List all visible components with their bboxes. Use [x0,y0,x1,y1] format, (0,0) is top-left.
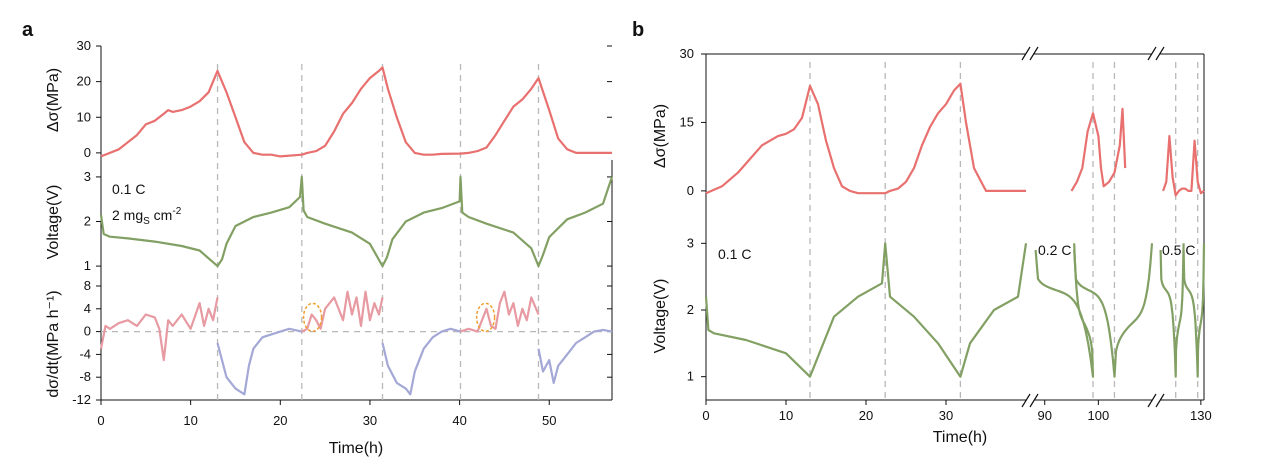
panel-b-voltage-cycle-02c-1 [1034,243,1095,378]
panel-b-voltage-cycle-02c-2 [1073,243,1154,378]
panel-b-stress-series-0-seg-0 [705,82,1026,195]
panel-a-xtick-label-4: 40 [452,413,466,428]
panel-a-rate-series-3 [381,327,461,396]
panel-a-series [99,66,614,396]
panel-a-rate-series-2 [301,290,384,333]
panel-a-voltage-ylabel: Voltage(V) [45,185,62,260]
panel-a-rate-ytick-label-4: 4 [84,301,91,316]
panel-b-xtick-label-3: 30 [939,408,953,423]
panel-b-voltage-series-0-seg-0 [704,242,1028,378]
panel-b-voltage-ytick-label-2: 3 [687,235,694,250]
panel-a-rate-ytick-label-3: 0 [84,324,91,339]
panel-a-stress-ytick-label-3: 30 [77,38,91,53]
panel-b-rate-label-1: 0.2 C [1038,242,1071,258]
panel-b-series [704,82,1206,378]
panel-a-voltage-ytick-label-1: 2 [84,214,91,229]
panel-b-guide-lines [809,62,1199,400]
panel-a-rate-ytick-label-5: 8 [84,278,91,293]
panel-b-xtick-label-2: 20 [859,408,873,423]
panel-b-xlabel: Time(h) [933,429,988,446]
panel-b-stress-ytick-label-2: 30 [680,46,694,61]
panel-a-guide-lines [216,64,540,400]
panel-a-letter: a [22,19,34,41]
panel-a-ticks: 0 10 20 30 40 50 0 10 20 30 1 2 3 -12 -8 -4 0 4 8 [72,38,612,428]
panel-a-rate-ytick-label-2: -4 [79,346,91,361]
panel-a-xlabel: Time(h) [329,440,384,457]
panel-a-loading-note: 2 mgS cm-2 [112,206,182,227]
panel-b: 0 10 20 30 90 100 130 0 15 30 1 2 3 Δσ(MPa) Voltage(… [652,46,1212,446]
panel-b-voltage-ytick-label-1: 2 [687,302,694,317]
panel-b-stress-ylabel: Δσ(MPa) [652,104,669,168]
panel-a-stress-ytick-label-1: 10 [77,109,91,124]
panel-b-stress-series-0-seg-2 [1162,135,1205,197]
panel-a-voltage-series-0 [99,175,614,268]
panel-b-xtick-label-5: 100 [1088,408,1110,423]
panel-a-voltage-ytick-label-0: 1 [84,258,91,273]
panel-a-xtick-label-3: 30 [363,413,377,428]
panel-b-stress-ytick-label-1: 15 [680,114,694,129]
panel-b-letter: b [632,19,644,41]
panel-a-stress-series-0 [100,66,612,158]
panel-b-xtick-label-4: 90 [1037,408,1051,423]
panel-b-ticks: 0 10 20 30 90 100 130 0 15 30 1 2 3 [680,46,1212,423]
panel-b-voltage-ytick-label-0: 1 [687,369,694,384]
panel-a-voltage-ytick-label-2: 3 [84,169,91,184]
panel-a-rate-series-5 [537,328,613,384]
panel-a-stress-ylabel: Δσ(MPa) [45,68,62,132]
panel-b-voltage-cycle-05c-2 [1182,243,1206,378]
panel-b-xtick-label-1: 10 [779,408,793,423]
panel-a-stress-ytick-label-2: 20 [77,74,91,89]
panel-a-stress-ytick-label-0: 0 [84,145,91,160]
panel-b-rate-label-0: 0.1 C [718,246,751,262]
panel-b-stress-ytick-label-0: 0 [687,183,694,198]
panel-a-rate-series-0 [99,297,219,362]
panel-a-highlight-circle-1 [475,302,496,333]
panel-a-xtick-label-0: 0 [97,413,104,428]
panel-b-voltage-ylabel: Voltage(V) [652,279,669,354]
panel-a-xtick-label-5: 50 [542,413,556,428]
panel-a-highlight-circle-0 [302,302,323,333]
panel-b-xtick-label-6: 130 [1190,408,1212,423]
panel-a-rate-ytick-label-0: -12 [72,392,91,407]
panel-b-xtick-label-0: 0 [702,408,709,423]
panel-a-rate-ytick-label-1: -8 [79,369,91,384]
panel-b-rate-label-2: 0.5 C [1162,242,1195,258]
panel-a-rate-ylabel: dσ/dt(MPa h⁻¹) [45,290,62,397]
panel-b-stress-series-0-seg-1 [1070,107,1127,192]
panel-a-rate-series-1 [216,327,303,396]
panel-a-xtick-label-2: 20 [273,413,287,428]
panel-a-rate-series-4 [460,290,540,333]
panel-b-axis-breaks [1021,46,1165,408]
panel-a-c-rate-note: 0.1 C [112,181,145,197]
panel-b-voltage-cycle-05c-1 [1159,243,1185,378]
panel-a-xtick-label-1: 10 [183,413,197,428]
